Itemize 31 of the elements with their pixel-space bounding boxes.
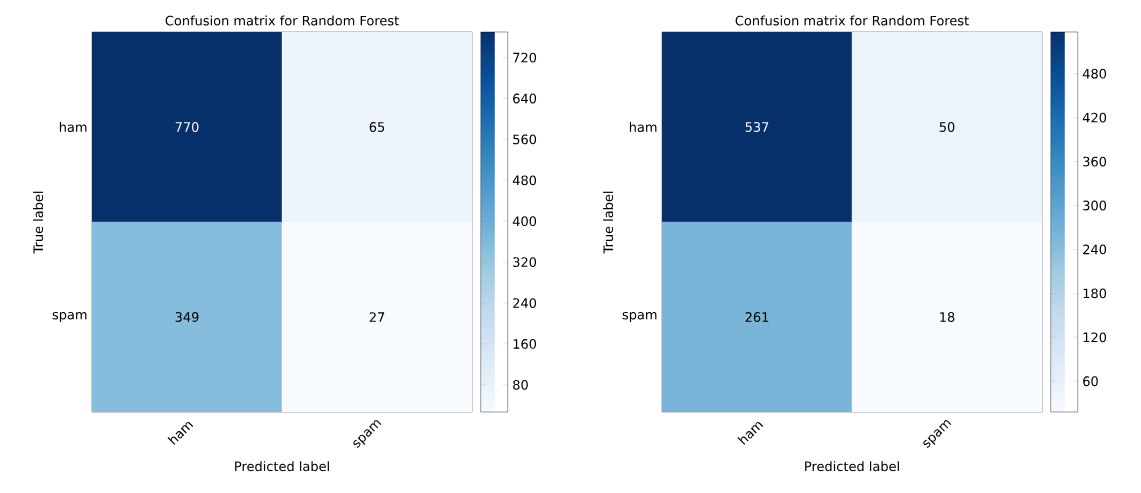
color-bar-label: 560 [513,134,537,145]
color-bar-label: 400 [512,216,537,227]
color-bar-label: 120 [1083,332,1107,343]
y-axis-title: True label [33,191,44,254]
color-bar-label: 240 [1083,244,1107,255]
color-bar-label: 300 [1083,200,1107,211]
data-label: 349 [175,312,199,322]
x-axis-title: Predicted label [235,461,329,472]
data-label: 65 [369,122,385,132]
data-label: 18 [940,312,955,322]
color-bar-label: 160 [513,339,537,349]
color-bar-label: 240 [513,298,537,308]
data-label: 537 [745,122,769,132]
color-bar-label: 320 [513,257,537,268]
color-bar-label: 640 [513,93,537,104]
color-bar-label: 720 [513,52,537,63]
chart-title: Confusion matrix for Random Forest [165,15,399,26]
chart-title: Confusion matrix for Random Forest [735,15,969,26]
color-bar-label: 80 [513,379,528,390]
color-bar-label: 60 [1083,376,1098,387]
color-bar-label: 480 [1082,68,1107,79]
data-label: 27 [369,312,385,322]
data-label: 770 [175,122,199,132]
data-label: 261 [745,312,769,322]
color-bar-label: 480 [512,175,537,186]
data-label: 50 [939,122,955,132]
color-bar-label: 180 [1083,288,1107,299]
x-axis-title: Predicted label [805,461,899,472]
y-axis-title: True label [603,191,614,254]
color-bar-label: 360 [1083,156,1107,167]
color-bar-label: 420 [1082,112,1107,123]
